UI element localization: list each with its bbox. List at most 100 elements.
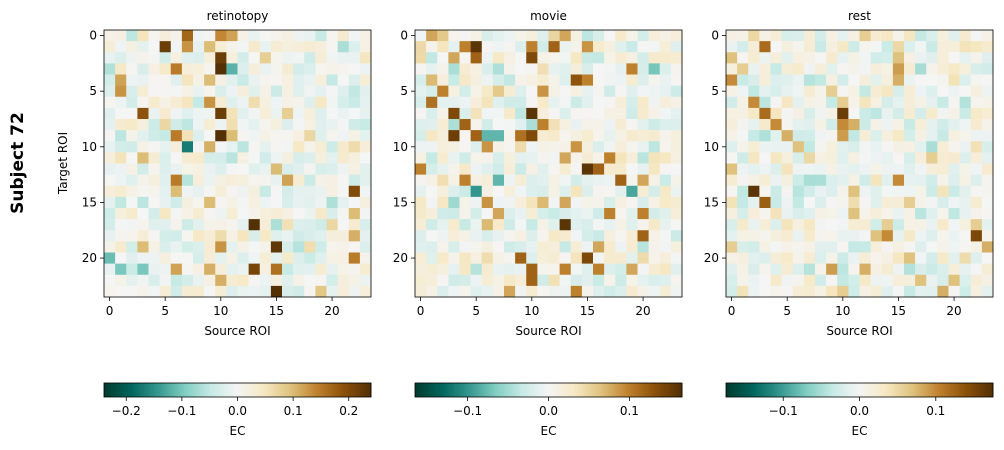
heatmap-cell bbox=[492, 285, 505, 298]
heatmap-cell bbox=[448, 196, 460, 209]
heatmap-cell bbox=[492, 274, 505, 287]
heatmap-cell bbox=[770, 107, 782, 120]
heatmap-cell bbox=[781, 219, 794, 231]
heatmap-cell bbox=[615, 74, 627, 86]
heatmap-cell bbox=[637, 185, 649, 198]
heatmap-cell bbox=[426, 119, 438, 131]
colorbar-segment bbox=[637, 383, 641, 397]
heatmap-cell bbox=[926, 163, 938, 175]
colorbar-segment bbox=[415, 383, 418, 397]
heatmap-cell bbox=[904, 119, 916, 131]
colorbar-segment bbox=[679, 383, 683, 397]
heatmap-cell bbox=[915, 185, 927, 198]
heatmap-cell bbox=[204, 219, 216, 231]
heatmap-cell bbox=[104, 252, 116, 264]
heatmap-cell bbox=[670, 85, 683, 98]
heatmap-cell bbox=[581, 174, 594, 187]
heatmap-cell bbox=[181, 208, 194, 220]
heatmap-cell bbox=[181, 119, 194, 131]
colorbar-segment bbox=[430, 383, 434, 397]
colorbar-segment bbox=[915, 383, 918, 397]
heatmap-cell bbox=[570, 185, 583, 198]
heatmap-cell bbox=[615, 163, 627, 175]
y-tick-label: 5 bbox=[400, 84, 408, 98]
heatmap-cell bbox=[759, 185, 771, 198]
heatmap-cell bbox=[315, 285, 327, 298]
colorbar-segment bbox=[626, 383, 630, 397]
heatmap-cell bbox=[148, 241, 160, 253]
colorbar-segment bbox=[670, 383, 674, 397]
heatmap-cell bbox=[937, 241, 949, 253]
heatmap-cell bbox=[148, 119, 160, 131]
heatmap-cell bbox=[837, 41, 849, 53]
heatmap-cell bbox=[193, 230, 205, 242]
colorbar-segment bbox=[624, 383, 627, 397]
heatmap-cell bbox=[415, 274, 427, 287]
heatmap-cell bbox=[970, 241, 983, 253]
heatmap-cell bbox=[581, 30, 594, 42]
heatmap-cell bbox=[270, 230, 283, 242]
heatmap-cell bbox=[859, 152, 871, 164]
heatmap-cell bbox=[193, 141, 205, 153]
x-tick-label: 20 bbox=[946, 304, 961, 318]
heatmap-cell bbox=[737, 63, 749, 75]
heatmap-cell bbox=[537, 219, 549, 231]
heatmap-cell bbox=[892, 130, 905, 142]
heatmap-cell bbox=[815, 30, 827, 42]
heatmap-cell bbox=[104, 208, 116, 220]
heatmap-cell bbox=[670, 219, 683, 231]
heatmap-cell bbox=[159, 230, 172, 242]
heatmap-cell bbox=[892, 285, 905, 298]
heatmap-cell bbox=[337, 285, 350, 298]
heatmap-cell bbox=[548, 96, 560, 109]
heatmap-cell bbox=[226, 208, 238, 220]
heatmap-cell bbox=[559, 152, 572, 164]
heatmap-cell bbox=[981, 252, 994, 264]
colorbar-segment bbox=[353, 383, 356, 397]
heatmap-cell bbox=[948, 41, 960, 53]
heatmap-cell bbox=[648, 152, 661, 164]
colorbar-segment bbox=[557, 383, 561, 397]
heatmap-cell bbox=[759, 141, 771, 153]
heatmap-cell bbox=[426, 163, 438, 175]
heatmap-cell bbox=[526, 30, 538, 42]
heatmap-cell bbox=[304, 230, 316, 242]
heatmap-cell bbox=[915, 274, 927, 287]
heatmap-cell bbox=[437, 85, 449, 98]
heatmap-cell bbox=[726, 52, 738, 64]
heatmap-cell bbox=[926, 52, 938, 64]
heatmap-cell bbox=[748, 141, 760, 153]
heatmap-cell bbox=[848, 152, 860, 164]
heatmap-cell bbox=[970, 96, 983, 109]
heatmap-cell bbox=[570, 163, 583, 175]
heatmap-cell bbox=[126, 208, 138, 220]
heatmap-cell bbox=[215, 107, 227, 120]
colorbar-segment bbox=[483, 383, 487, 397]
heatmap-cell bbox=[282, 152, 294, 164]
y-tick-label: 15 bbox=[393, 195, 408, 209]
heatmap-cell bbox=[815, 119, 827, 131]
heatmap-cell bbox=[415, 263, 427, 276]
heatmap-cell bbox=[926, 85, 938, 98]
colorbar-segment bbox=[593, 383, 596, 397]
heatmap-cell bbox=[337, 107, 350, 120]
heatmap-cell bbox=[604, 96, 616, 109]
heatmap-cell bbox=[759, 208, 771, 220]
heatmap-cell bbox=[193, 241, 205, 253]
heatmap-cell bbox=[237, 85, 249, 98]
heatmap-cell bbox=[226, 130, 238, 142]
colorbar-segment bbox=[732, 383, 736, 397]
heatmap-cell bbox=[304, 52, 316, 64]
heatmap-cell bbox=[481, 30, 494, 42]
heatmap-cell bbox=[259, 185, 272, 198]
heatmap-cell bbox=[226, 85, 238, 98]
heatmap-cell bbox=[270, 263, 283, 276]
heatmap-cell bbox=[859, 219, 871, 231]
heatmap-cell bbox=[459, 152, 471, 164]
heatmap-cell bbox=[426, 174, 438, 187]
heatmap-cell bbox=[537, 208, 549, 220]
heatmap-cell bbox=[104, 141, 116, 153]
heatmap-cell bbox=[926, 252, 938, 264]
heatmap-cell bbox=[137, 96, 149, 109]
heatmap-cell bbox=[226, 285, 238, 298]
